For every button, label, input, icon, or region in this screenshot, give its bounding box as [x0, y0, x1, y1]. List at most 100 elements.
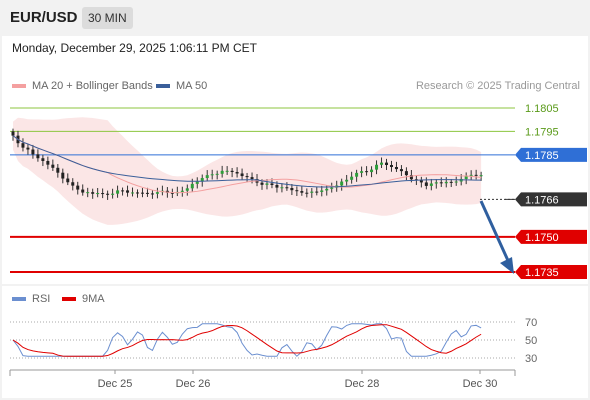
- candle-body: [205, 175, 209, 179]
- candle-body: [190, 183, 194, 189]
- candle-body: [370, 169, 374, 173]
- level-tag-support: [515, 229, 587, 244]
- candle-body: [235, 171, 239, 174]
- x-label-dec25: Dec 25: [98, 378, 133, 390]
- candle-body: [270, 183, 274, 185]
- candle-body: [150, 193, 154, 195]
- candle-body: [429, 183, 433, 186]
- candle-body: [56, 167, 60, 173]
- candle-body: [300, 191, 304, 193]
- candle-body: [275, 184, 279, 188]
- candle-body: [91, 192, 95, 194]
- candle-body: [454, 181, 458, 183]
- x-label-dec30: Dec 30: [463, 378, 498, 390]
- candle-body: [355, 172, 359, 177]
- candle-body: [66, 178, 70, 183]
- candlesticks: [11, 128, 483, 200]
- rsi-tick-50: 50: [525, 335, 537, 347]
- candle-body: [145, 192, 149, 194]
- candle-body: [290, 188, 294, 191]
- candle-body: [394, 167, 398, 170]
- candle-body: [375, 164, 379, 170]
- candle-body: [285, 187, 289, 189]
- candle-body: [345, 179, 349, 182]
- candle-body: [399, 169, 403, 172]
- candle-body: [434, 182, 438, 184]
- candle-body: [116, 190, 120, 194]
- candle-body: [320, 190, 324, 192]
- candle-body: [365, 171, 369, 173]
- candle-body: [140, 192, 144, 194]
- candle-body: [245, 176, 249, 178]
- candle-body: [424, 182, 428, 186]
- candle-body: [250, 177, 254, 180]
- legend-ma50: MA 50: [156, 80, 207, 92]
- candle-body: [121, 190, 125, 192]
- x-label-dec28: Dec 28: [345, 378, 380, 390]
- candle-body: [155, 192, 159, 194]
- candle-body: [131, 192, 135, 194]
- candle-body: [380, 162, 384, 165]
- level-label-resistance: 1.1805: [525, 103, 559, 115]
- candle-body: [41, 158, 45, 161]
- ma20-swatch: [12, 84, 26, 89]
- ma9-swatch: [62, 297, 76, 302]
- candle-body: [46, 160, 50, 165]
- level-tag-support: [515, 265, 587, 279]
- candle-body: [61, 172, 65, 179]
- candle-body: [340, 181, 344, 186]
- legend-ma20: MA 20 + Bollinger Bands: [12, 80, 153, 92]
- timestamp: Monday, December 29, 2025 1:06:11 PM CET: [12, 41, 258, 55]
- candle-body: [96, 193, 100, 195]
- candle-body: [409, 175, 413, 180]
- candle-body: [385, 162, 388, 166]
- candle-body: [449, 181, 453, 183]
- forecast-arrow-line: [479, 200, 512, 266]
- candle-body: [310, 191, 314, 193]
- candle-body: [220, 170, 224, 174]
- candle-body: [305, 192, 309, 194]
- candle-body: [195, 181, 199, 184]
- ma9-label: 9MA: [82, 293, 105, 305]
- candle-body: [295, 190, 299, 192]
- ma50-line: [12, 135, 482, 188]
- level-label-pivot: 1.1785: [525, 150, 559, 162]
- interval-button[interactable]: 30 MIN: [82, 7, 133, 29]
- candle-body: [11, 131, 15, 136]
- forecast-arrow-head: [500, 257, 514, 274]
- rsi-tick-30: 30: [525, 353, 537, 365]
- candle-body: [71, 182, 75, 186]
- candle-body: [265, 183, 269, 185]
- candle-body: [479, 175, 483, 177]
- candle-body: [315, 191, 319, 193]
- candle-body: [26, 147, 30, 150]
- candle-body: [260, 182, 264, 185]
- candle-body: [31, 149, 35, 155]
- level-label-support: 1.1735: [525, 267, 559, 279]
- candle-body: [21, 143, 25, 148]
- level-label-current: 1.1766: [525, 194, 559, 206]
- candle-body: [444, 181, 448, 184]
- credit-text: Research © 2025 Trading Central: [415, 80, 580, 92]
- legend-rsi: RSI: [12, 293, 50, 305]
- bollinger-fill: [13, 117, 482, 225]
- ma9-line: [12, 324, 482, 357]
- ma50-label: MA 50: [176, 80, 208, 92]
- candle-body: [76, 185, 80, 190]
- candle-body: [389, 165, 393, 168]
- level-label-resistance: 1.1795: [525, 126, 559, 138]
- candle-body: [180, 190, 184, 192]
- candle-body: [36, 154, 40, 159]
- symbol-label: EUR/USD: [10, 9, 78, 26]
- ma50-swatch: [156, 84, 170, 89]
- candle-body: [215, 173, 219, 175]
- candle-body: [101, 193, 105, 195]
- candle-body: [280, 187, 284, 189]
- moving-averages: [12, 135, 482, 194]
- candle-body: [210, 174, 214, 176]
- candle-body: [360, 171, 364, 173]
- x-label-dec26: Dec 26: [176, 378, 211, 390]
- level-label-support: 1.1750: [525, 232, 559, 244]
- candle-body: [474, 174, 478, 176]
